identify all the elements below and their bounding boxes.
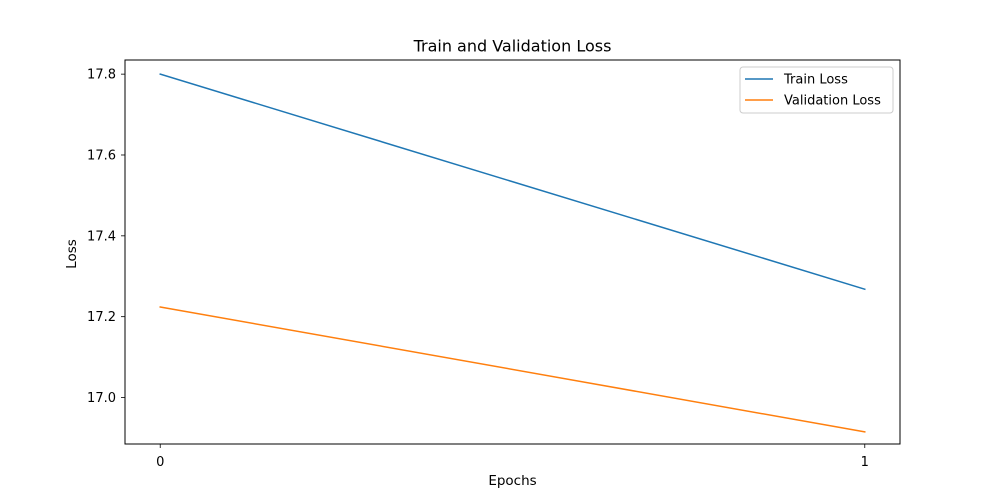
x-tick-label-0: 0 [156, 455, 164, 470]
legend: Train Loss Validation Loss [739, 66, 894, 114]
x-tick-label-1: 1 [861, 455, 869, 470]
y-tick-label-4: 17.8 [87, 68, 116, 83]
y-axis-ticks: 17.0 17.2 17.4 17.6 17.8 [87, 68, 125, 406]
y-tick-label-3: 17.6 [87, 148, 116, 163]
x-axis-label: Epochs [488, 473, 536, 489]
y-axis-label: Loss [64, 239, 80, 269]
chart-title: Train and Validation Loss [413, 37, 612, 56]
y-tick-label-0: 17.0 [87, 391, 116, 406]
y-tick-label-1: 17.2 [87, 310, 116, 325]
series-line-1 [159, 306, 866, 433]
y-tick-label-2: 17.4 [87, 229, 116, 244]
series-layer [159, 73, 866, 433]
series-line-0 [159, 73, 866, 291]
plot-frame [124, 59, 901, 445]
legend-box [739, 66, 894, 114]
legend-label-0: Train Loss [783, 73, 848, 88]
legend-label-1: Validation Loss [784, 94, 881, 109]
